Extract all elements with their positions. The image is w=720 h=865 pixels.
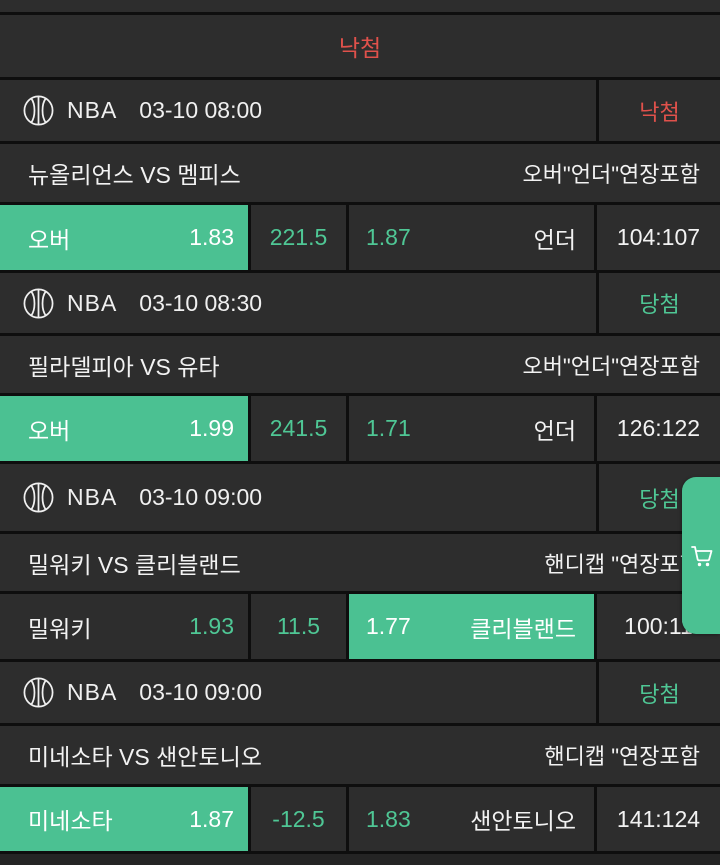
market-label: 핸디캡 "연장포함 — [544, 551, 700, 577]
home-odds: 1.99 — [189, 415, 234, 441]
home-label: 오버 — [28, 417, 71, 444]
score-cell: 104:107 — [597, 205, 720, 270]
league-info: NBA 03-10 09:00 — [0, 464, 596, 531]
league-info: NBA 03-10 09:00 — [0, 662, 596, 723]
match-title: 미네소타 VS 샌안토니오 — [28, 744, 262, 770]
away-odds: 1.87 — [366, 224, 411, 250]
league-name: NBA — [67, 289, 118, 316]
score-cell: 126:122 — [597, 396, 720, 461]
cart-icon — [691, 545, 713, 566]
league-info: NBA 03-10 08:30 — [0, 273, 596, 333]
away-odds: 1.71 — [366, 415, 411, 441]
league-row: NBA 03-10 09:00 당첨 — [0, 662, 720, 723]
ticket-status-header: 낙첨 — [0, 15, 720, 77]
home-label: 미네소타 — [28, 808, 113, 834]
basketball-icon — [23, 677, 54, 708]
final-score: 104:107 — [616, 224, 701, 250]
away-odds: 1.77 — [366, 613, 411, 639]
game-datetime: 03-10 09:00 — [139, 679, 263, 705]
bet-row: 미네소타 1.87 -12.5 1.83 샌안토니오 141:124 — [0, 787, 720, 851]
line-value: -12.5 — [272, 805, 325, 832]
bet-row: 오버 1.99 241.5 1.71 언더 126:122 — [0, 396, 720, 461]
top-strip — [0, 0, 720, 12]
market-label: 오버"언더"연장포함 — [522, 162, 700, 187]
score-cell: 141:124 — [597, 787, 720, 851]
line-cell: 11.5 — [251, 594, 346, 659]
away-label: 클리블랜드 — [470, 615, 576, 642]
match-title: 필라델피아 VS 유타 — [28, 353, 220, 380]
line-value: 241.5 — [269, 415, 328, 441]
away-odds-cell[interactable]: 1.71 언더 — [349, 396, 594, 461]
basketball-icon — [23, 95, 54, 126]
league-row: NBA 03-10 09:00 당첨 — [0, 464, 720, 531]
game-status-label: 당첨 — [639, 292, 680, 317]
away-odds-cell[interactable]: 1.77 클리블랜드 — [349, 594, 594, 659]
league-row: NBA 03-10 08:30 당첨 — [0, 273, 720, 333]
game-datetime: 03-10 08:30 — [139, 289, 263, 316]
market-label: 핸디캡 "연장포함 — [544, 744, 700, 769]
game-status-cell: 당첨 — [599, 273, 720, 333]
line-value: 221.5 — [269, 224, 328, 250]
home-odds-cell[interactable]: 오버 1.83 — [0, 205, 248, 270]
away-odds-cell[interactable]: 1.83 샌안토니오 — [349, 787, 594, 851]
game-datetime: 03-10 09:00 — [139, 484, 263, 510]
game-status-label: 낙첨 — [639, 99, 680, 125]
match-row: 필라델피아 VS 유타 오버"언더"연장포함 — [0, 336, 720, 393]
league-name: NBA — [67, 97, 118, 123]
line-cell: -12.5 — [251, 787, 346, 851]
league-row: NBA 03-10 08:00 낙첨 — [0, 80, 720, 141]
game-datetime: 03-10 08:00 — [139, 97, 263, 123]
home-label: 밀워키 — [28, 615, 92, 642]
line-value: 11.5 — [276, 613, 321, 639]
home-odds-cell[interactable]: 오버 1.99 — [0, 396, 248, 461]
game-status-cell: 낙첨 — [599, 80, 720, 141]
bet-row: 밀워키 1.93 11.5 1.77 클리블랜드 100:11 — [0, 594, 720, 659]
basketball-icon — [23, 288, 54, 318]
match-title: 밀워키 VS 클리블랜드 — [28, 551, 241, 578]
league-name: NBA — [67, 484, 118, 510]
game-status-cell: 당첨 — [599, 662, 720, 723]
bet-row: 오버 1.83 221.5 1.87 언더 104:107 — [0, 205, 720, 270]
away-label: 언더 — [533, 417, 576, 444]
match-row: 밀워키 VS 클리블랜드 핸디캡 "연장포함 — [0, 534, 720, 591]
home-odds-cell[interactable]: 미네소타 1.87 — [0, 787, 248, 851]
ticket-status-label: 낙첨 — [338, 35, 382, 61]
line-cell: 221.5 — [251, 205, 346, 270]
game-status-label: 당첨 — [639, 486, 680, 512]
match-row: 뉴올리언스 VS 멤피스 오버"언더"연장포함 — [0, 144, 720, 202]
market-label: 오버"언더"연장포함 — [522, 353, 700, 379]
away-odds-cell[interactable]: 1.87 언더 — [349, 205, 594, 270]
final-score: 141:124 — [616, 805, 701, 832]
bottom-strip — [0, 854, 720, 865]
home-label: 오버 — [28, 226, 71, 253]
home-odds: 1.83 — [189, 224, 234, 250]
home-odds-cell[interactable]: 밀워키 1.93 — [0, 594, 248, 659]
league-info: NBA 03-10 08:00 — [0, 80, 596, 141]
line-cell: 241.5 — [251, 396, 346, 461]
home-odds: 1.93 — [189, 613, 234, 639]
league-name: NBA — [67, 679, 118, 705]
basketball-icon — [23, 482, 54, 513]
away-odds: 1.83 — [366, 805, 411, 832]
match-row: 미네소타 VS 샌안토니오 핸디캡 "연장포함 — [0, 726, 720, 784]
away-label: 언더 — [533, 226, 576, 253]
bet-cart-button[interactable] — [682, 477, 720, 634]
away-label: 샌안토니오 — [470, 808, 576, 834]
final-score: 126:122 — [616, 415, 701, 441]
final-score: 100:11 — [624, 613, 693, 639]
match-title: 뉴올리언스 VS 멤피스 — [28, 162, 241, 188]
home-odds: 1.87 — [189, 805, 234, 832]
game-status-label: 당첨 — [639, 681, 680, 707]
